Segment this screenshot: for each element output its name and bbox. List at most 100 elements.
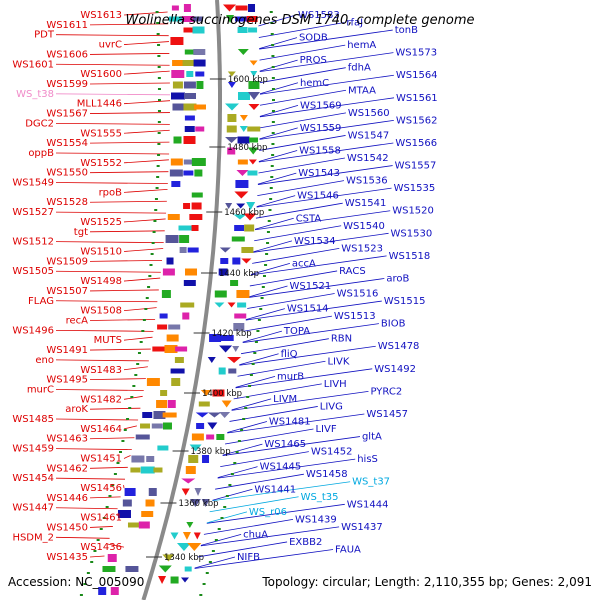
gene-block — [127, 522, 140, 528]
tick-dot — [156, 165, 160, 167]
pointer-line — [237, 360, 326, 377]
pointer-line — [123, 218, 166, 223]
gene-block — [171, 181, 181, 187]
left-gene-label: WS1463 — [46, 434, 88, 445]
gene-arrow — [227, 71, 236, 77]
right-gene-label: WS1569 — [300, 100, 342, 111]
right-gene-label: FAUA — [335, 544, 361, 555]
tick-dot — [220, 517, 224, 519]
gene-arrow — [158, 565, 172, 573]
pointer-line — [123, 336, 153, 341]
gene-block — [247, 126, 261, 132]
pointer-line — [255, 202, 343, 219]
gene-arrow — [201, 499, 210, 507]
gene-arrow — [207, 422, 218, 430]
tick-dot — [225, 495, 229, 497]
gene-block — [249, 137, 259, 143]
right-gene-label: NIFB — [237, 552, 260, 563]
pointer-line — [209, 496, 299, 513]
right-gene-label: tonB — [395, 25, 418, 36]
left-gene-label: WS1554 — [46, 138, 88, 149]
pointer-line — [89, 378, 146, 381]
right-gene-label: WS1457 — [366, 409, 408, 420]
gene-block — [185, 268, 198, 276]
pointer-line — [123, 129, 170, 134]
tick-dot — [157, 132, 161, 134]
kbp-tick-label: 1340 kbp — [164, 553, 204, 563]
left-gene-label: WS1496 — [12, 325, 54, 336]
gene-block — [206, 434, 215, 440]
left-gene-label: WS1606 — [46, 49, 88, 60]
left-gene-label: WS1435 — [46, 552, 88, 563]
gene-block — [244, 224, 255, 232]
tick-dot — [270, 176, 274, 178]
left-gene-label: WS1527 — [12, 207, 54, 218]
gene-block — [184, 566, 192, 572]
gene-block — [182, 312, 190, 320]
tick-dot — [269, 11, 273, 13]
gene-arrow — [227, 302, 236, 308]
gene-block — [183, 103, 197, 111]
tick-dot — [149, 264, 153, 266]
gene-block — [184, 115, 195, 121]
gene-block — [146, 456, 155, 462]
tick-dot — [157, 110, 161, 112]
left-gene-label: WS1454 — [12, 473, 54, 484]
left-gene-label: WS1552 — [80, 158, 122, 169]
pointer-line — [123, 307, 157, 312]
tick-dot — [151, 242, 155, 244]
right-gene-label: MTAA — [348, 85, 376, 96]
pointer-line — [89, 289, 159, 292]
left-gene-label: uvrC — [99, 40, 122, 51]
tick-dot — [269, 187, 273, 189]
gene-block — [107, 554, 117, 562]
tick-dot — [83, 583, 87, 585]
pointer-line — [259, 52, 394, 73]
gene-block — [130, 467, 141, 473]
gene-arrow — [219, 247, 231, 253]
tick-dot — [270, 165, 274, 167]
gene-block — [161, 290, 171, 298]
tick-dot — [271, 132, 275, 134]
tick-dot — [208, 561, 212, 563]
left-gene-label: WS1464 — [80, 424, 122, 435]
gene-block — [166, 257, 174, 265]
pointer-line — [222, 436, 361, 456]
right-gene-label: WS1534 — [294, 236, 336, 247]
right-gene-label: hemA — [347, 40, 376, 51]
pointer-line — [55, 211, 167, 214]
gene-block — [181, 16, 194, 22]
left-gene-label: murC — [27, 384, 54, 395]
gene-block — [145, 499, 155, 507]
gene-block — [184, 126, 195, 132]
gene-block — [168, 16, 183, 22]
gene-block — [188, 455, 199, 463]
right-gene-label: hemC — [300, 78, 329, 89]
kbp-tick-label: 1440 kbp — [219, 269, 259, 279]
left-gene-label: tgt — [74, 227, 88, 238]
tick-dot — [141, 330, 145, 332]
pointer-line — [259, 97, 395, 118]
gene-arrow — [227, 82, 236, 88]
gene-arrow — [225, 137, 239, 143]
gene-block — [183, 27, 194, 33]
tick-dot — [153, 220, 157, 222]
tick-dot — [155, 11, 159, 13]
pointer-line — [257, 165, 393, 185]
gene-block — [191, 192, 203, 198]
tick-dot — [260, 297, 264, 299]
gene-block — [169, 169, 183, 177]
tick-dot — [235, 451, 239, 453]
left-gene-label: WS1611 — [46, 20, 88, 31]
tick-dot — [157, 66, 161, 68]
gene-block — [235, 5, 248, 11]
right-gene-label: WS1546 — [297, 191, 339, 202]
tick-dot — [155, 187, 159, 189]
left-gene-label: WS1613 — [80, 10, 122, 21]
gene-arrow — [226, 15, 235, 23]
gene-block — [193, 49, 206, 55]
right-gene-label: WS1523 — [341, 243, 383, 254]
pointer-line — [254, 225, 342, 242]
gene-arrow — [239, 126, 248, 132]
gene-block — [142, 412, 153, 418]
